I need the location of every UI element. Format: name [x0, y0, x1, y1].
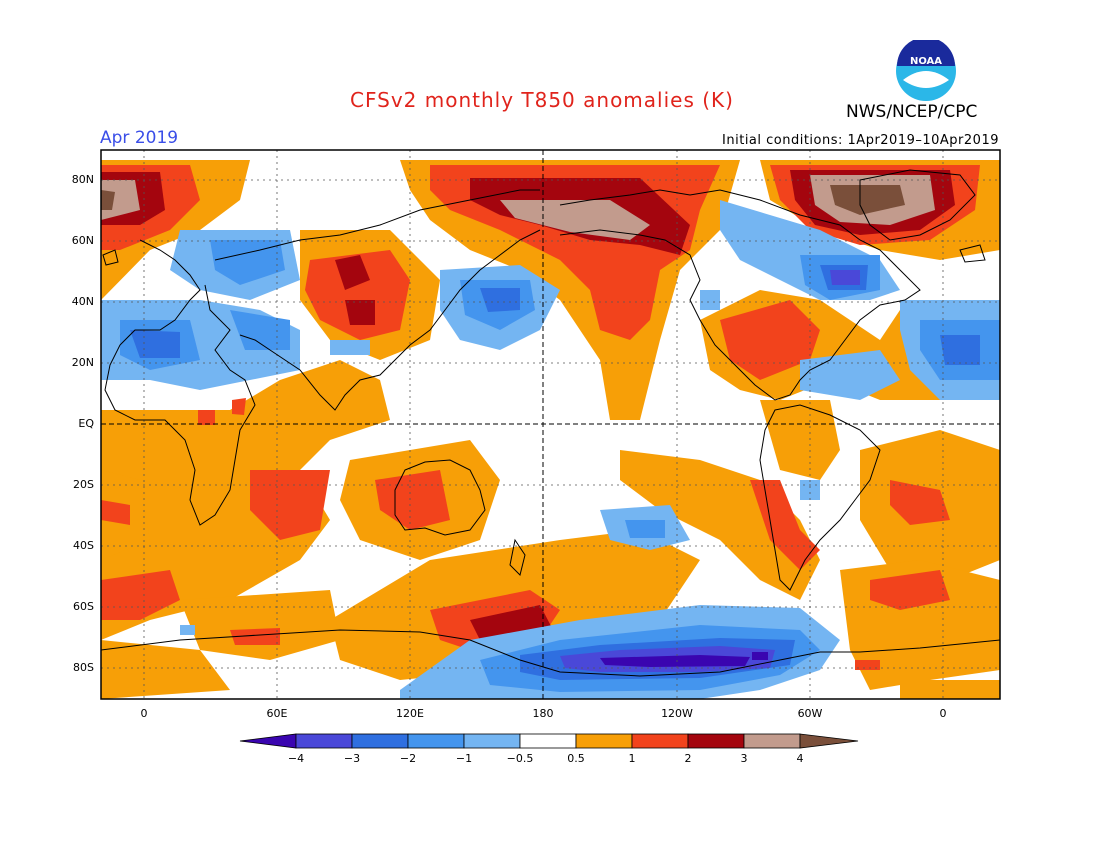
- colorbar-bin-4: [407, 733, 465, 749]
- colorbar-bin-5: [463, 733, 521, 749]
- lat-label: 40S: [73, 539, 94, 552]
- colorbar-bin-7: [575, 733, 633, 749]
- lat-label: 60N: [71, 234, 94, 247]
- lon-label: 60E: [266, 707, 288, 720]
- anomaly-shading: [101, 150, 1000, 699]
- colorbar-label: 4: [796, 752, 804, 765]
- lon-label: 120E: [396, 707, 424, 720]
- colorbar-label: −4: [287, 752, 305, 765]
- lon-label: 120W: [661, 707, 693, 720]
- noaa-logo-icon: NOAA: [896, 40, 956, 101]
- colorbar-bin-6: [519, 733, 577, 749]
- colorbar-label: −2: [399, 752, 417, 765]
- colorbar-label: −0.5: [506, 752, 534, 765]
- coastlines: [101, 169, 1000, 677]
- colorbar-label: 3: [740, 752, 748, 765]
- colorbar-label: 0.5: [567, 752, 585, 765]
- colorbar-label: 2: [684, 752, 692, 765]
- lat-label: EQ: [78, 417, 94, 430]
- colorbar-label: −1: [455, 752, 473, 765]
- colorbar-bin-2: [295, 733, 353, 749]
- lon-label: 180: [532, 707, 554, 720]
- lon-label: 0: [939, 707, 947, 720]
- equator-dateline: [101, 150, 1000, 699]
- colorbar-bin-9: [687, 733, 745, 749]
- figure-title: CFSv2 monthly T850 anomalies (K): [350, 88, 734, 112]
- lat-label: 40N: [71, 295, 94, 308]
- lon-label: 60W: [797, 707, 823, 720]
- lat-label: 20S: [73, 478, 94, 491]
- graticule: [101, 150, 1000, 699]
- anomaly-brown-regions: [101, 185, 905, 215]
- colorbar-label: −3: [343, 752, 361, 765]
- anomaly-purple-regions: [600, 652, 768, 667]
- noaa-logo-text: NOAA: [910, 56, 942, 67]
- lat-label: 20N: [71, 356, 94, 369]
- lat-label: 80N: [71, 173, 94, 186]
- initial-conditions: Initial conditions: 1Apr2019–10Apr2019: [722, 133, 999, 148]
- colorbar-bin-10: [743, 733, 801, 749]
- colorbar-bin-11: [799, 733, 859, 749]
- lat-label: 60S: [73, 600, 94, 613]
- colorbar-bin-3: [351, 733, 409, 749]
- lon-label: 0: [140, 707, 148, 720]
- colorbar-bin-1: [239, 733, 297, 749]
- colorbar-label: 1: [628, 752, 636, 765]
- colorbar: [239, 733, 859, 749]
- forecast-month: Apr 2019: [100, 128, 179, 148]
- colorbar-bin-8: [631, 733, 689, 749]
- lat-label: 80S: [73, 661, 94, 674]
- agency-label: NWS/NCEP/CPC: [846, 102, 978, 122]
- map-frame: [100, 149, 1001, 700]
